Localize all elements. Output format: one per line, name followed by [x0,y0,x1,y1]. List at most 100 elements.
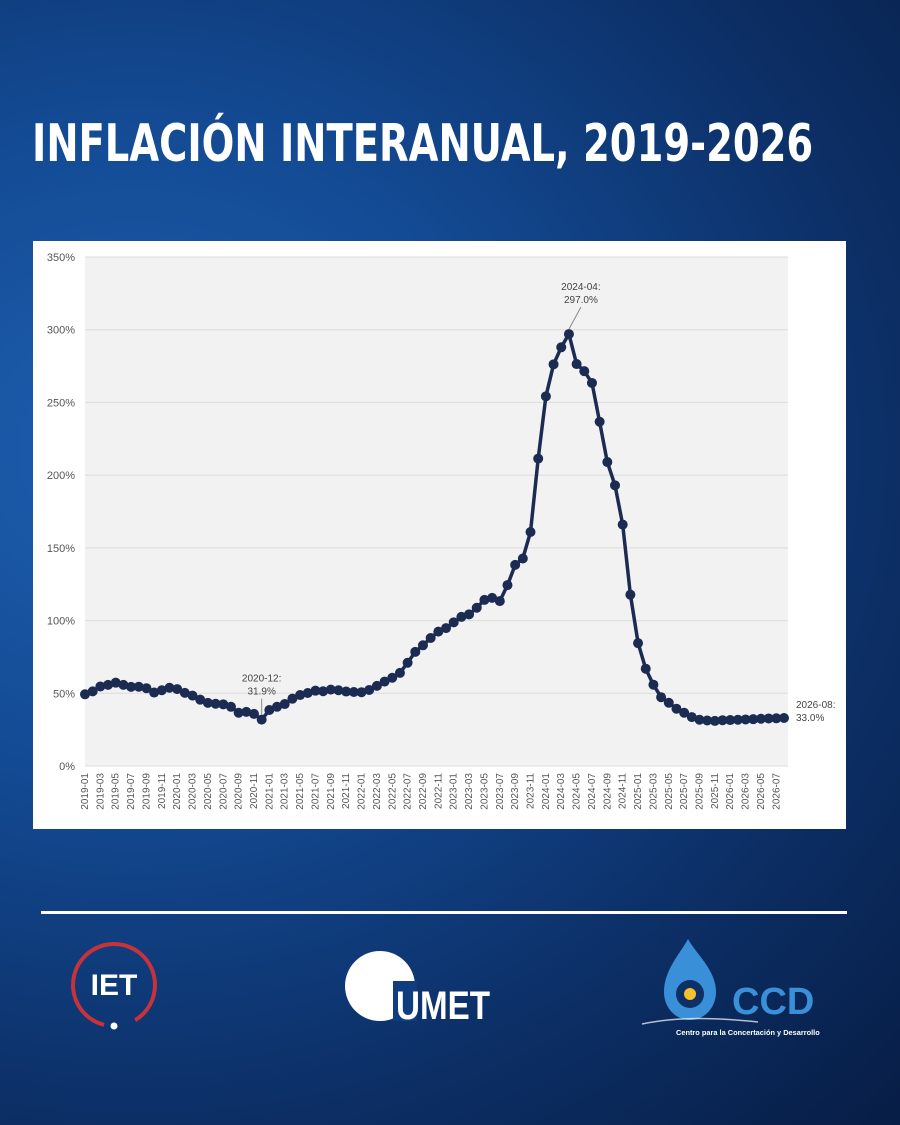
umet-logo: UMET [345,951,490,1028]
data-point [725,715,736,726]
data-point [517,553,528,564]
x-tick-label: 2019-03 [95,773,106,810]
data-point [740,714,751,725]
data-point [702,715,713,726]
x-tick-label: 2024-07 [587,773,598,810]
data-point [571,359,582,370]
data-point [617,519,628,530]
data-point [709,715,720,726]
data-point [579,366,590,377]
x-tick-label: 2024-05 [572,773,583,810]
data-point [779,713,789,724]
data-point [441,623,452,634]
data-point [80,689,90,700]
data-point [364,684,375,695]
data-point [732,714,743,725]
data-point [663,697,674,708]
x-tick-label: 2019-11 [157,773,168,809]
x-tick-label: 2023-01 [449,773,460,810]
data-point [187,690,198,701]
x-tick-label: 2020-03 [188,773,199,810]
data-point [126,681,137,692]
ccd-logo-text: CCD [732,981,814,1023]
data-point [133,681,144,692]
page-title: INFLACIÓN INTERANUAL, 2019-2026 [32,114,814,174]
data-point [556,342,567,353]
x-tick-label: 2023-05 [479,773,490,810]
data-point [602,457,613,468]
data-point [640,663,651,674]
data-point [103,679,114,690]
data-point [594,416,605,427]
annotation-value: 33.0% [796,713,824,724]
footer-divider [41,911,847,914]
ccd-swoosh-icon [641,1017,759,1025]
x-tick-label: 2024-09 [602,773,613,810]
plot-area [85,257,788,766]
data-point [679,707,690,718]
data-point [110,677,121,688]
data-point [748,714,759,725]
data-point [295,690,306,701]
x-tick-label: 2020-05 [203,773,214,810]
x-tick-label: 2022-01 [357,773,368,810]
data-point [425,633,436,644]
x-tick-label: 2022-07 [403,773,414,810]
data-point [563,329,574,340]
annotation-label: 2026-08: [796,700,835,711]
data-point [225,701,236,712]
data-point [264,705,275,716]
data-point [387,672,398,683]
data-point [402,657,413,668]
y-tick-label: 100% [47,616,75,628]
x-tick-label: 2021-03 [280,773,291,810]
x-tick-label: 2025-09 [695,773,706,810]
ccd-logo-caption: Centro para la Concertación y Desarrollo [676,1028,820,1037]
data-point [141,683,152,694]
data-point [195,694,206,705]
data-point [325,684,336,695]
data-point [471,602,482,613]
x-tick-label: 2025-11 [710,773,721,809]
data-point [233,707,244,718]
x-tick-label: 2025-01 [633,773,644,810]
x-tick-label: 2023-03 [464,773,475,810]
x-tick-label: 2022-03 [372,773,383,810]
data-point [433,626,444,637]
x-tick-label: 2020-01 [172,773,183,810]
data-point [149,687,160,698]
x-tick-label: 2020-11 [249,773,260,809]
data-point [341,686,352,697]
data-point [656,692,667,703]
data-point [464,609,475,620]
data-point [548,359,559,370]
annotation-value: 31.9% [247,687,275,698]
data-point [586,377,597,388]
data-point [218,699,229,710]
data-point [95,681,106,692]
data-point [256,714,267,725]
data-point [272,701,283,712]
data-point [287,693,298,704]
x-tick-label: 2023-11 [526,773,537,809]
iet-logo-text: IET [91,969,138,1002]
data-point [156,685,167,696]
iet-logo-ring-icon [71,942,157,1028]
iet-logo: IET [71,942,157,1030]
annotation-value: 297.0% [564,295,598,306]
x-tick-label: 2024-11 [618,773,629,809]
data-point [610,480,621,491]
x-tick-label: 2019-05 [111,773,122,810]
x-tick-label: 2021-01 [264,773,275,810]
data-point [686,712,697,723]
x-tick-label: 2023-09 [510,773,521,810]
x-tick-label: 2019-09 [141,773,152,810]
data-point [241,706,252,717]
x-tick-label: 2019-07 [126,773,137,810]
x-tick-label: 2021-11 [341,773,352,809]
x-tick-label: 2026-05 [756,773,767,810]
x-tick-label: 2021-09 [326,773,337,810]
y-tick-label: 350% [47,252,75,264]
iet-logo-dot-icon [110,1022,118,1030]
x-tick-label: 2021-05 [295,773,306,810]
